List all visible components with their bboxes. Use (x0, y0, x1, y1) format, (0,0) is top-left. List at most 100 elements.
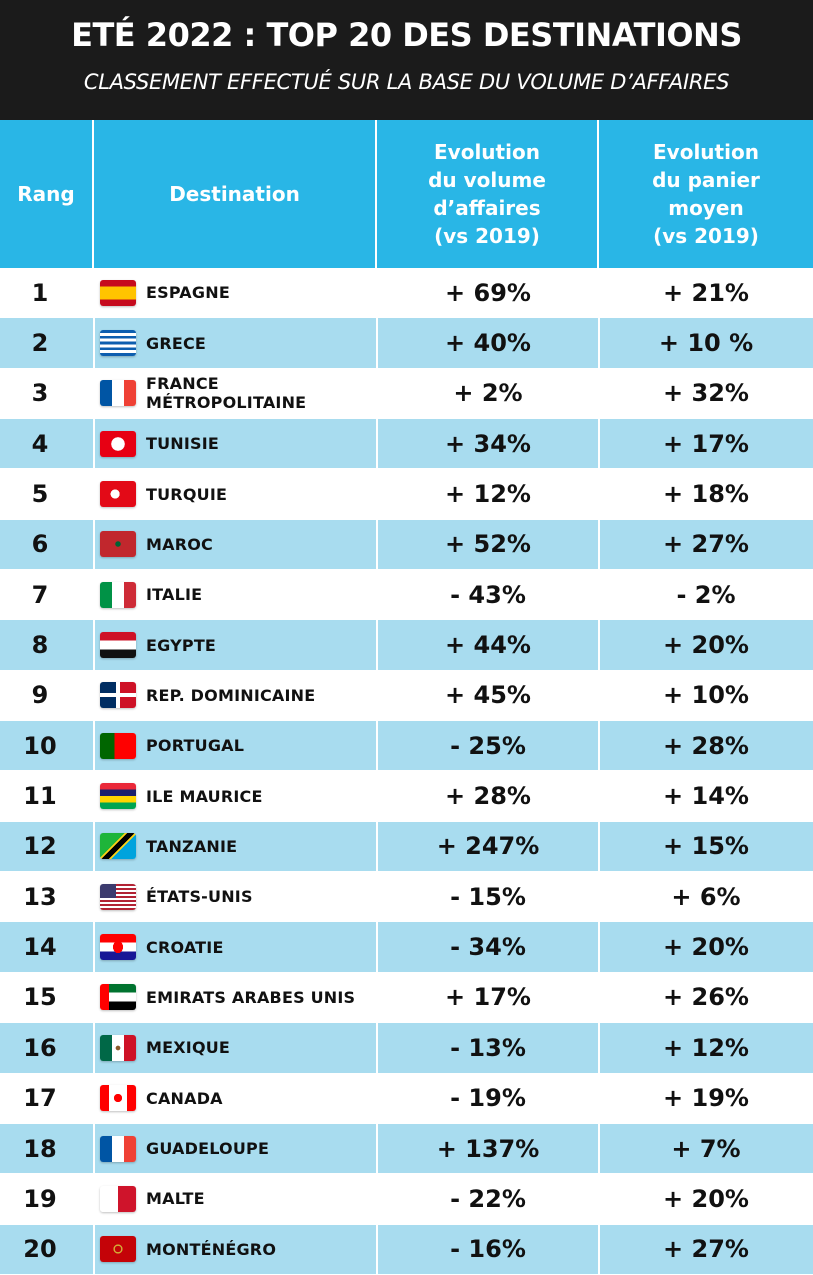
table-row: 16 MEXIQUE - 13% + 12% (0, 1023, 813, 1074)
column-divider (598, 419, 600, 469)
destination-cell: TUNISIE (100, 419, 377, 468)
basket-evolution-cell: + 26% (663, 983, 749, 1012)
destination-label: TURQUIE (146, 484, 228, 504)
basket-evolution-cell: + 10% (663, 681, 749, 710)
portugal-flag-icon (100, 732, 136, 759)
destination-label: TANZANIE (146, 836, 238, 856)
rank-cell: 3 (31, 379, 49, 408)
volume-evolution-cell: - 43% (450, 580, 526, 609)
column-divider (376, 1123, 378, 1174)
basket-evolution-cell: + 17% (663, 429, 749, 458)
column-divider (93, 620, 95, 670)
destination-cell: TANZANIE (100, 822, 377, 871)
page-subtitle: CLASSEMENT EFFECTUÉ SUR LA BASE DU VOLUM… (83, 70, 730, 94)
column-divider (93, 519, 95, 570)
usa-flag-icon (100, 883, 136, 910)
column-divider (376, 570, 378, 620)
column-divider (93, 268, 95, 318)
column-divider (376, 620, 378, 670)
uae-flag-icon (100, 984, 136, 1011)
column-divider (376, 670, 378, 721)
basket-evolution-cell: + 20% (663, 1184, 749, 1213)
basket-evolution-cell: + 20% (663, 631, 749, 660)
table-row: 17 CANADA - 19% + 19% (0, 1073, 813, 1124)
destination-cell: REP. DOMINICAINE (100, 671, 377, 720)
volume-evolution-cell: - 22% (450, 1184, 526, 1213)
table-row: 15 EMIRATS ARABES UNIS + 17% + 26% (0, 972, 813, 1024)
column-divider (376, 721, 378, 771)
volume-evolution-cell: - 13% (450, 1033, 526, 1062)
volume-evolution-cell: + 34% (445, 429, 531, 458)
destination-label: FRANCE MÉTROPOLITAINE (146, 374, 307, 413)
column-divider (598, 570, 600, 620)
column-divider (376, 419, 378, 469)
basket-evolution-cell: + 28% (663, 731, 749, 760)
column-divider (376, 771, 378, 821)
column-header-destination: Destination (94, 120, 377, 268)
basket-evolution-cell: + 18% (663, 480, 749, 509)
volume-evolution-cell: + 2% (453, 379, 523, 408)
destination-cell: EGYPTE (100, 620, 377, 669)
header-banner: ETÉ 2022 : TOP 20 DES DESTINATIONS CLASS… (0, 0, 813, 120)
column-divider (93, 1174, 95, 1224)
tanzania-flag-icon (100, 833, 136, 860)
malta-flag-icon (100, 1185, 136, 1212)
volume-evolution-cell: - 19% (450, 1084, 526, 1113)
column-header-basket: Evolution du panier moyen (vs 2019) (652, 140, 760, 248)
rank-cell: 14 (23, 933, 57, 962)
column-divider (93, 821, 95, 872)
column-divider (376, 519, 378, 570)
column-divider (93, 1023, 95, 1073)
destination-cell: CANADA (100, 1074, 377, 1123)
destination-label: CANADA (146, 1088, 223, 1108)
column-divider (598, 1123, 600, 1174)
destination-label: EMIRATS ARABES UNIS (146, 987, 356, 1007)
column-divider (376, 1073, 378, 1123)
column-divider (598, 821, 600, 872)
rank-cell: 19 (23, 1184, 57, 1213)
column-divider (376, 268, 378, 318)
table-row: 6 MAROC + 52% + 27% (0, 519, 813, 571)
destination-cell: MALTE (100, 1174, 377, 1223)
column-divider (93, 922, 95, 972)
volume-evolution-cell: + 40% (445, 329, 531, 358)
column-divider (598, 1023, 600, 1073)
canada-flag-icon (100, 1085, 136, 1112)
page-title: ETÉ 2022 : TOP 20 DES DESTINATIONS (71, 16, 742, 54)
rank-cell: 6 (31, 530, 49, 559)
column-divider (93, 721, 95, 771)
column-divider (93, 1123, 95, 1174)
table-row: 18 GUADELOUPE + 137% + 7% (0, 1123, 813, 1175)
volume-evolution-cell: + 247% (436, 832, 540, 861)
france-flag-icon (100, 380, 136, 407)
basket-evolution-cell: + 14% (663, 782, 749, 811)
column-divider (376, 368, 378, 419)
destination-cell: MAROC (100, 520, 377, 569)
destination-label: CROATIE (146, 937, 224, 957)
column-divider (376, 1174, 378, 1224)
column-divider (376, 469, 378, 519)
column-divider (598, 771, 600, 821)
destination-label: MALTE (146, 1189, 205, 1209)
rank-cell: 7 (31, 580, 49, 609)
table-row: 9 REP. DOMINICAINE + 45% + 10% (0, 670, 813, 722)
column-divider (93, 570, 95, 620)
table-row: 7 ITALIE - 43% - 2% (0, 570, 813, 621)
column-divider (93, 972, 95, 1023)
morocco-flag-icon (100, 531, 136, 558)
volume-evolution-cell: + 137% (436, 1134, 540, 1163)
basket-evolution-cell: - 2% (676, 580, 736, 609)
column-divider (376, 922, 378, 972)
volume-evolution-cell: + 69% (445, 278, 531, 307)
table-row: 4 TUNISIE + 34% + 17% (0, 419, 813, 470)
destination-cell: MEXIQUE (100, 1023, 377, 1072)
basket-evolution-cell: + 15% (663, 832, 749, 861)
destination-cell: CROATIE (100, 922, 377, 971)
destination-cell: EMIRATS ARABES UNIS (100, 973, 377, 1022)
column-divider (93, 872, 95, 922)
column-divider (598, 1073, 600, 1123)
column-divider (93, 771, 95, 821)
column-divider (376, 318, 378, 368)
basket-evolution-cell: + 32% (663, 379, 749, 408)
volume-evolution-cell: - 34% (450, 933, 526, 962)
